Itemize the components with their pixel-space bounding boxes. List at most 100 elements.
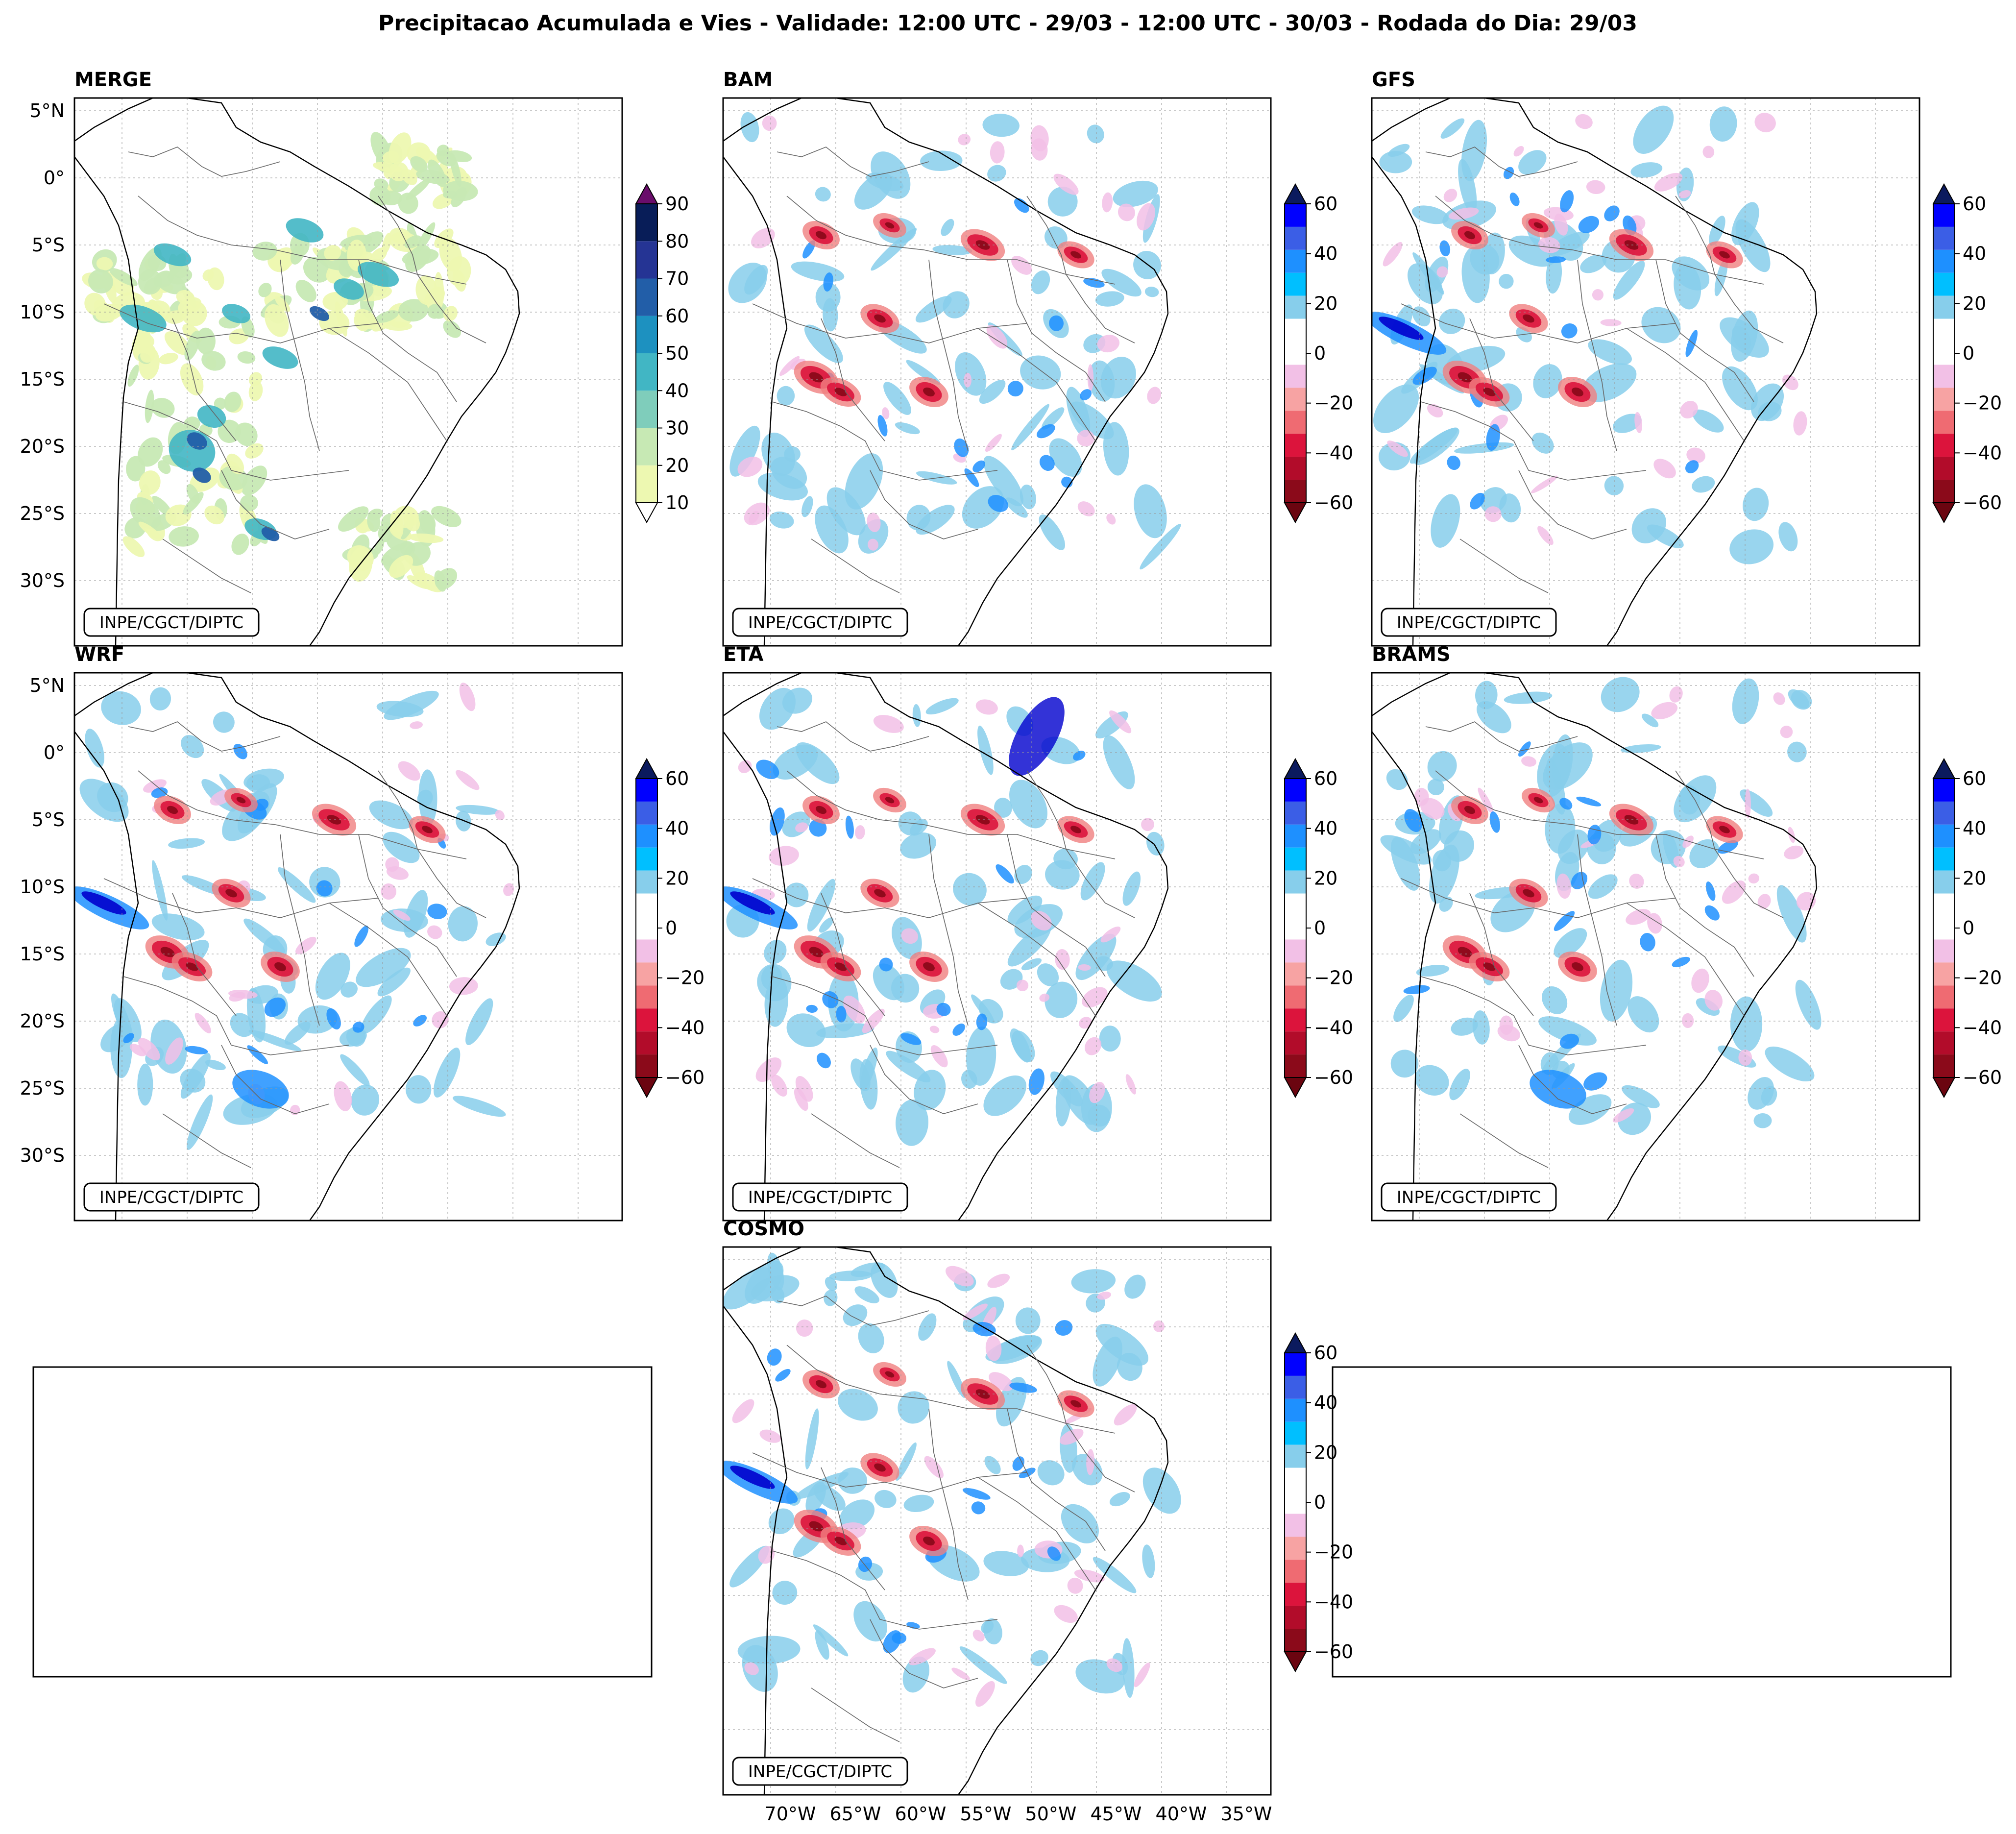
colorbar-bin	[636, 241, 657, 279]
precip-cell	[1654, 172, 1683, 192]
precip-cell	[228, 990, 258, 999]
precip-cell	[413, 1015, 427, 1027]
precip-cell	[892, 1632, 907, 1644]
colorbar-tick-label: −60	[665, 1067, 704, 1088]
colorbar-tick-label: −40	[1963, 1017, 2002, 1038]
precip-cell	[1464, 806, 1476, 814]
precip-cell	[264, 997, 286, 1017]
precip-cell	[885, 797, 895, 804]
colorbar-tick-label: 20	[665, 867, 689, 889]
precip-cell	[1449, 207, 1479, 220]
lat-tick-label: 5°N	[29, 100, 65, 122]
precip-cell	[958, 134, 971, 146]
credit-text: INPE/CGCT/DIPTC	[1397, 613, 1541, 633]
precip-cell	[1793, 411, 1807, 436]
precip-cell	[149, 687, 171, 710]
credit-text: INPE/CGCT/DIPTC	[748, 1762, 892, 1782]
precip-cell	[1795, 979, 1822, 1030]
precip-cell	[1578, 216, 1600, 233]
map-panel-wrf: WRF INPE/CGCT/DIPTC 5°N 0° 5°S 10°S 15°S 20°S 25…	[20, 643, 623, 1222]
colorbar-bin	[636, 1054, 657, 1077]
precip-cell	[352, 1022, 364, 1033]
colorbar-tick-label: 60	[1963, 768, 1986, 789]
precip-cell	[994, 798, 1012, 818]
precip-cell	[1436, 266, 1448, 278]
precip-cell	[1416, 964, 1450, 977]
precip-cell	[357, 262, 399, 287]
precip-cell	[730, 1466, 775, 1489]
precip-cell	[185, 1046, 208, 1054]
precip-cell	[1457, 947, 1472, 957]
precip-cell	[1586, 180, 1605, 195]
precip-cell	[1081, 1083, 1112, 1132]
precip-cell	[895, 422, 920, 435]
precip-cell	[109, 268, 138, 287]
precip-cell	[138, 1038, 160, 1061]
precip-cell	[1089, 1081, 1105, 1103]
colorbar-tick-label: 0	[1314, 1492, 1326, 1513]
boundaries	[1372, 673, 1818, 1221]
credit-box: INPE/CGCT/DIPTC	[1381, 608, 1557, 637]
precip-cell	[877, 415, 888, 437]
precip-cell	[1133, 251, 1161, 279]
colorbar-under-triangle	[1284, 1651, 1307, 1673]
precip-cell	[903, 1494, 934, 1513]
precip-cell	[737, 456, 763, 477]
precip-cell	[759, 1429, 781, 1443]
colorbar-bin	[1285, 1537, 1306, 1560]
precip-cell	[415, 275, 437, 305]
precip-cell	[381, 883, 397, 900]
precip-cell	[153, 243, 192, 267]
colorbar-bin	[1285, 411, 1306, 434]
colorbar-bin	[1285, 916, 1306, 940]
precip-cell	[180, 1053, 211, 1099]
precip-cell	[1140, 524, 1181, 570]
precip-cell	[1100, 356, 1136, 399]
precip-cell	[762, 115, 777, 131]
precip-cell	[158, 353, 178, 365]
lat-tick-label: 25°S	[20, 503, 65, 524]
precip-cell	[459, 683, 476, 711]
precip-cell	[194, 1013, 211, 1033]
precip-cell	[335, 301, 347, 337]
colorbar-bin	[1285, 1514, 1306, 1537]
precip-cell	[1583, 1072, 1607, 1091]
precip-cell	[1651, 830, 1686, 864]
precip-cell	[809, 372, 824, 383]
precip-cell	[815, 187, 831, 202]
precip-cell	[205, 1059, 226, 1071]
precip-cell	[1689, 839, 1720, 868]
precip-cell	[356, 948, 411, 987]
colorbar-bin	[1285, 1398, 1306, 1422]
colorbar-bin	[1933, 1054, 1955, 1077]
precip-cell	[151, 913, 205, 940]
precip-cell	[81, 891, 126, 915]
colorbar-bin	[1285, 226, 1306, 250]
colorbar-bin	[636, 278, 657, 316]
precip-cell	[858, 1556, 873, 1572]
graticule	[74, 673, 622, 1221]
precip-cell	[817, 1052, 831, 1069]
precip-cell	[1015, 1307, 1041, 1334]
precip-cell	[1530, 475, 1558, 493]
precip-cell	[858, 1323, 884, 1353]
colorbar-bin	[636, 316, 657, 353]
colorbar-bin	[1933, 779, 1955, 802]
precip-cell	[1782, 374, 1798, 391]
precip-cell	[1612, 414, 1642, 433]
precip-cell	[1009, 1382, 1037, 1393]
colorbar-tick-label: 60	[665, 768, 689, 789]
precip-cell	[1044, 981, 1078, 1018]
precip-cell	[1039, 993, 1050, 1002]
precip-cell	[151, 397, 175, 418]
precip-cell	[1753, 1113, 1772, 1128]
precip-cell	[1542, 986, 1568, 1014]
precip-cell	[295, 280, 316, 302]
precip-cell	[1518, 150, 1547, 175]
precip-cell	[1134, 484, 1167, 538]
field-layer	[1372, 105, 1807, 564]
colorbar-bin	[1285, 847, 1306, 871]
precip-cell	[1403, 985, 1430, 995]
precip-cell	[1458, 159, 1477, 214]
precip-cell	[262, 346, 298, 369]
